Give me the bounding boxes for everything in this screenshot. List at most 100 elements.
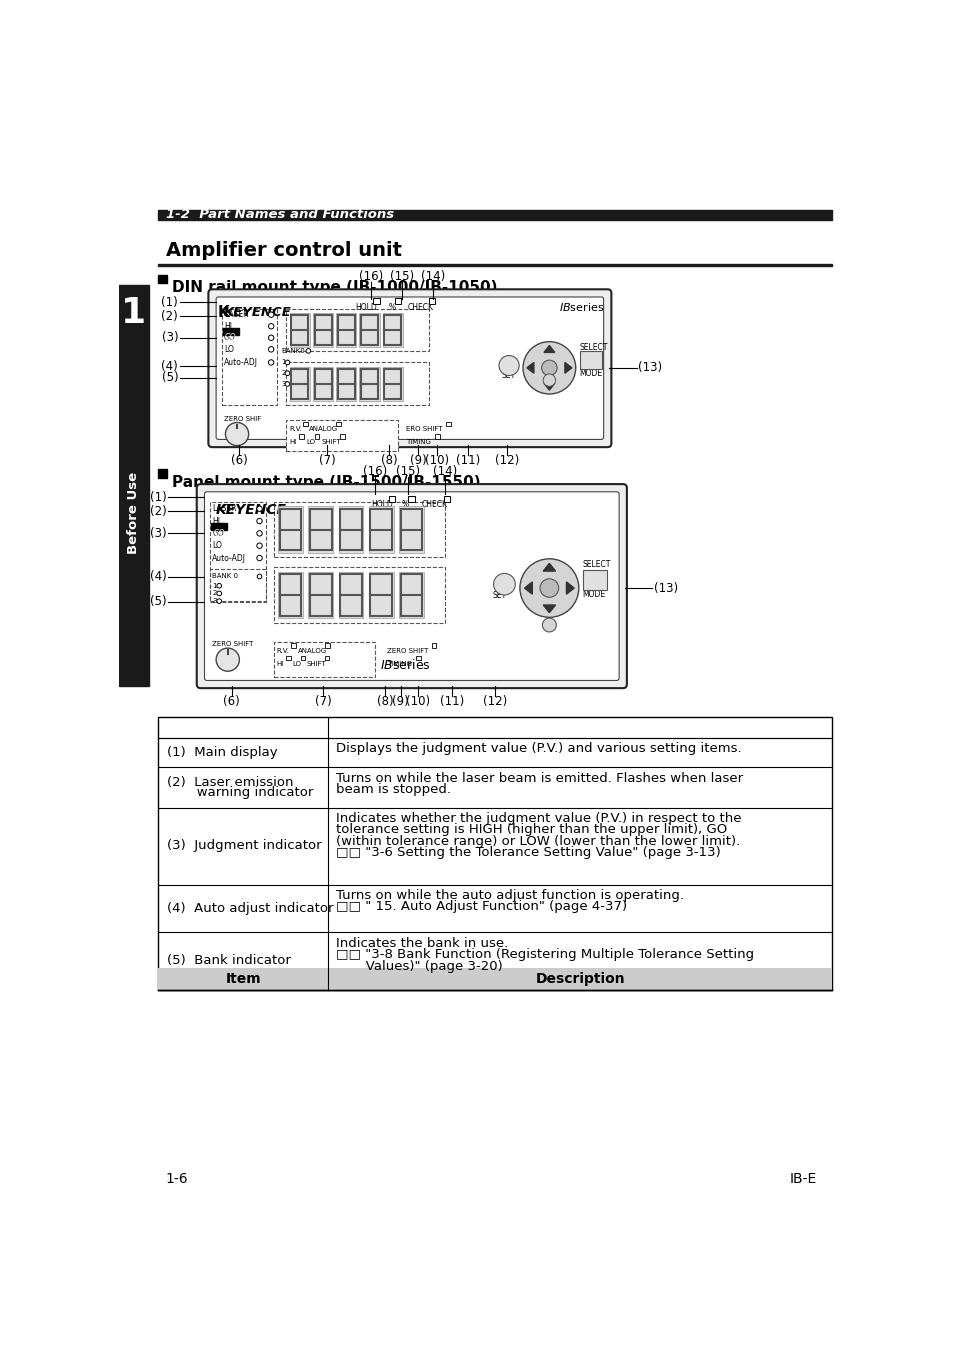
Text: R.V.: R.V. (290, 426, 302, 433)
Text: (10): (10) (405, 695, 429, 707)
Circle shape (268, 360, 274, 365)
Bar (158, 264, 831, 266)
Text: SHIFT: SHIFT (307, 661, 326, 667)
Text: (13): (13) (654, 581, 678, 595)
Text: (9): (9) (410, 454, 426, 466)
Text: Turns on while the laser beam is emitted. Flashes when laser: Turns on while the laser beam is emitted… (335, 772, 742, 784)
Text: (2): (2) (161, 310, 178, 323)
Bar (290, 366, 310, 402)
Polygon shape (564, 362, 571, 373)
Circle shape (268, 323, 274, 329)
Text: (11): (11) (456, 454, 479, 466)
Polygon shape (524, 581, 532, 595)
Text: 2: 2 (212, 591, 216, 596)
Bar (408, 496, 415, 502)
Bar (119, 285, 149, 339)
Circle shape (256, 518, 262, 523)
Bar (158, 469, 167, 479)
Bar (286, 420, 397, 452)
Bar (278, 572, 303, 618)
Text: (14): (14) (420, 269, 445, 283)
Text: HI: HI (224, 322, 232, 331)
Circle shape (268, 312, 274, 318)
Text: HI: HI (276, 661, 284, 667)
Text: 1-6: 1-6 (166, 1172, 188, 1186)
Text: (7): (7) (318, 454, 335, 466)
Text: ANALOG: ANALOG (309, 426, 338, 433)
Bar (158, 274, 167, 283)
Bar (274, 502, 444, 557)
Text: SELECT: SELECT (582, 561, 611, 569)
Text: (16): (16) (362, 465, 387, 477)
Text: Indicates the bank in use.: Indicates the bank in use. (335, 937, 508, 949)
Text: HOLD: HOLD (371, 500, 393, 510)
Text: Κ: Κ (217, 306, 229, 320)
Text: HOLD: HOLD (355, 303, 377, 311)
Bar (443, 496, 450, 502)
Text: (6): (6) (223, 695, 240, 707)
Bar (210, 502, 266, 602)
Text: (9): (9) (392, 695, 409, 707)
Text: KEYENCE: KEYENCE (215, 503, 286, 516)
Text: (13): (13) (638, 361, 662, 375)
Text: CHECK: CHECK (407, 303, 433, 311)
Circle shape (541, 360, 557, 376)
Text: GO: GO (213, 529, 225, 538)
Text: ANALOG: ANALOG (297, 648, 326, 654)
Text: LO: LO (306, 439, 314, 445)
Text: GO: GO (224, 334, 235, 342)
Circle shape (285, 381, 290, 387)
Circle shape (256, 506, 262, 511)
Bar (429, 297, 435, 304)
Text: GO: GO (225, 334, 236, 342)
Text: LO: LO (224, 345, 233, 354)
Bar (369, 507, 394, 553)
Bar (286, 308, 429, 352)
Bar (286, 362, 429, 404)
Text: IB-E: IB-E (789, 1172, 816, 1186)
Text: BANK0: BANK0 (281, 347, 305, 354)
Text: Description: Description (535, 972, 624, 986)
Bar (223, 327, 238, 335)
Circle shape (216, 591, 221, 596)
Text: LASER: LASER (212, 504, 236, 514)
Polygon shape (543, 346, 555, 353)
Bar (274, 642, 375, 676)
Text: (12): (12) (482, 695, 507, 707)
FancyBboxPatch shape (204, 492, 618, 680)
FancyBboxPatch shape (208, 289, 611, 448)
Text: (8): (8) (380, 454, 396, 466)
Text: (15): (15) (395, 465, 420, 477)
Circle shape (542, 375, 555, 387)
Text: DIN rail mount type (IB-1000/IB-1050): DIN rail mount type (IB-1000/IB-1050) (172, 280, 497, 295)
Text: (11): (11) (440, 695, 464, 707)
Text: MODE: MODE (579, 369, 602, 379)
Bar (158, 717, 831, 990)
FancyBboxPatch shape (196, 484, 626, 688)
Text: 1: 1 (212, 583, 216, 588)
Bar (335, 314, 356, 347)
Circle shape (498, 356, 518, 376)
Bar (382, 314, 402, 347)
Text: %: % (402, 500, 409, 510)
Bar (446, 422, 451, 426)
Text: LO: LO (292, 661, 301, 667)
Text: MODE: MODE (582, 589, 605, 599)
Text: □□ "3-8 Bank Function (Registering Multiple Tolerance Setting: □□ "3-8 Bank Function (Registering Multi… (335, 948, 754, 961)
Bar (158, 968, 831, 990)
Polygon shape (543, 383, 555, 391)
Text: HI: HI (212, 516, 220, 526)
Text: $\it{IB}$series: $\it{IB}$series (380, 658, 431, 672)
Text: (2): (2) (150, 504, 167, 518)
Text: ZERO SHIF: ZERO SHIF (224, 415, 261, 422)
Text: tolerance setting is HIGH (higher than the upper limit), GO: tolerance setting is HIGH (higher than t… (335, 823, 727, 837)
Text: 1: 1 (281, 360, 286, 365)
Circle shape (268, 346, 274, 352)
Text: (5)  Bank indicator: (5) Bank indicator (167, 955, 291, 967)
FancyBboxPatch shape (216, 297, 603, 439)
Text: Auto-ADJ: Auto-ADJ (224, 358, 257, 366)
Text: (3): (3) (161, 331, 178, 345)
Text: Amplifier control unit: Amplifier control unit (166, 241, 401, 261)
Circle shape (542, 618, 556, 631)
Bar (313, 366, 333, 402)
